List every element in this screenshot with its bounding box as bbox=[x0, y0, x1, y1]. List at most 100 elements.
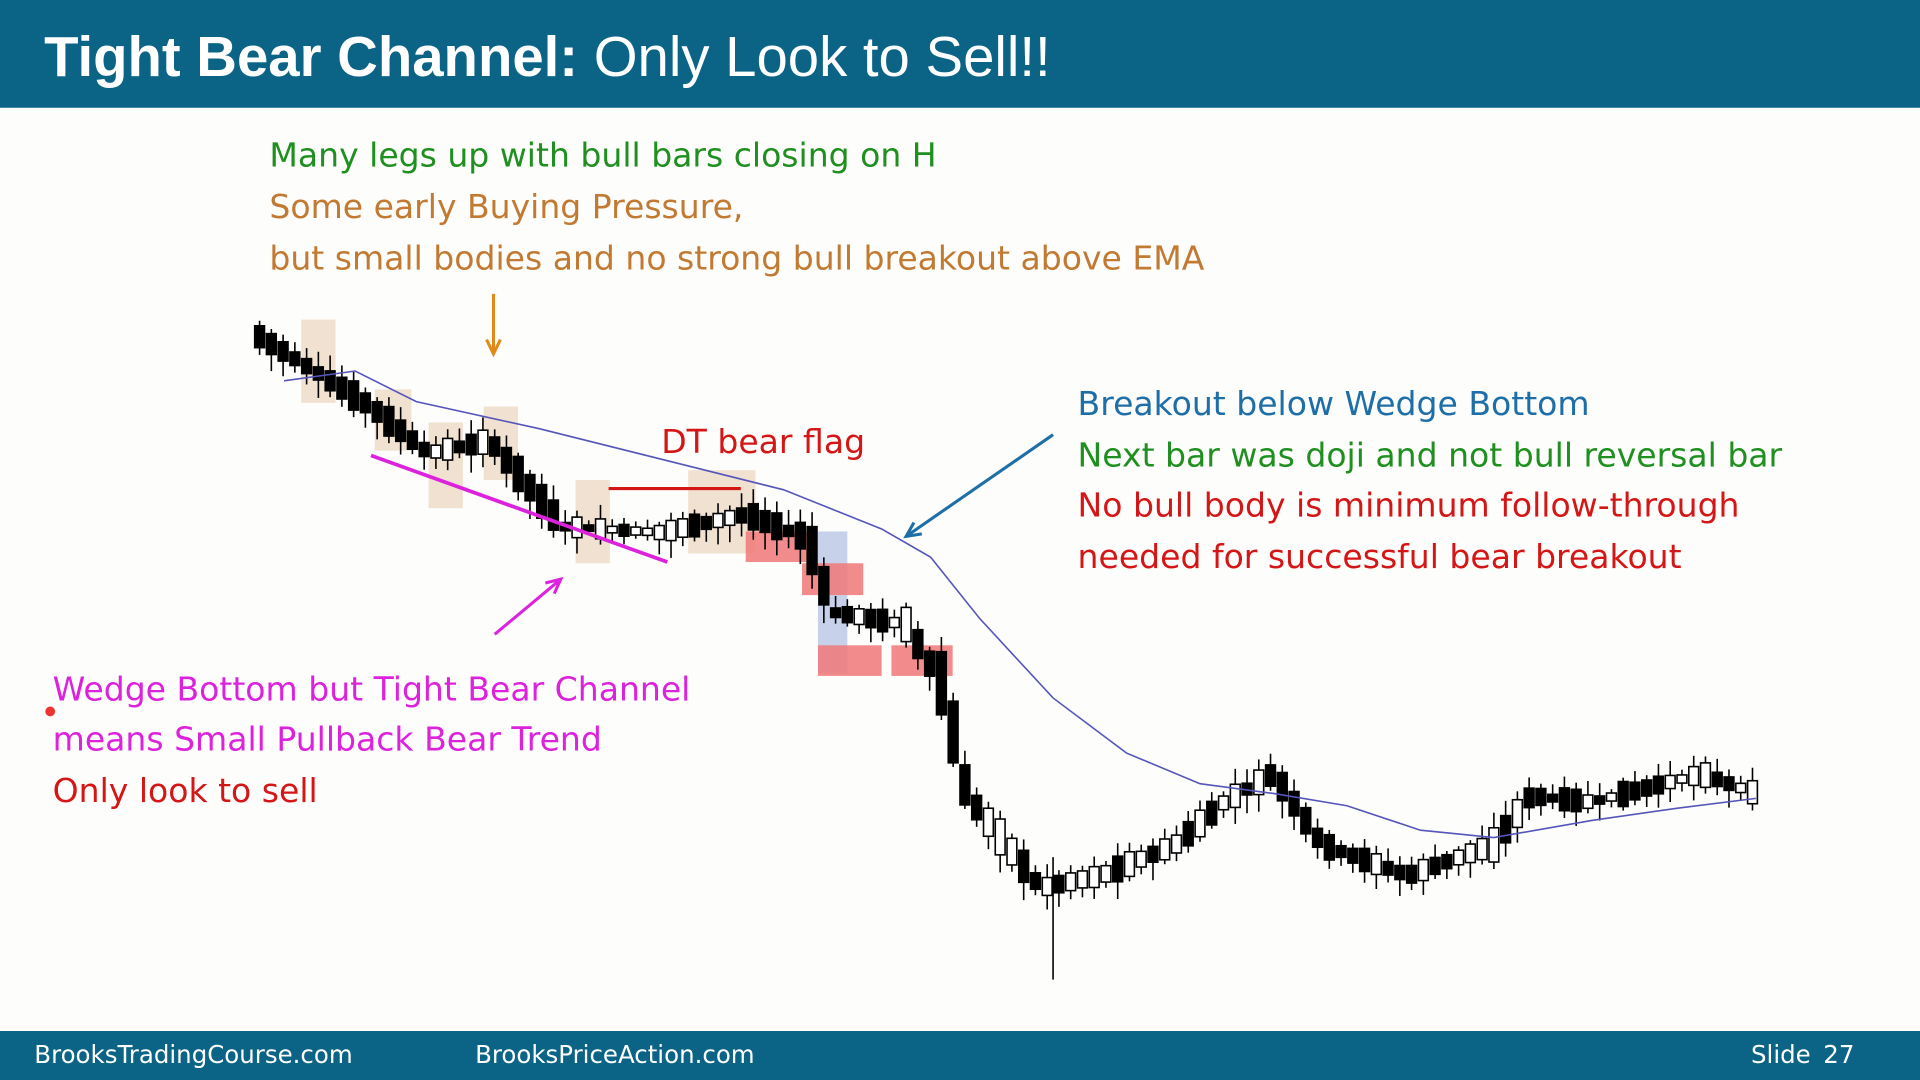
ema-line bbox=[283, 370, 1757, 839]
candle bbox=[336, 376, 348, 400]
candle bbox=[747, 502, 760, 531]
candle bbox=[1417, 858, 1430, 882]
annotation: Only look to sell bbox=[53, 771, 318, 810]
candle bbox=[1006, 837, 1018, 866]
candle bbox=[959, 764, 971, 806]
candle bbox=[536, 483, 548, 519]
annotation: Next bar was doji and not bull reversal … bbox=[1078, 436, 1783, 475]
candle bbox=[1593, 795, 1606, 805]
candle bbox=[489, 436, 501, 457]
candle bbox=[1229, 783, 1241, 809]
footer-center: BrooksPriceAction.com bbox=[475, 1040, 755, 1069]
candle bbox=[818, 565, 830, 606]
annotation: Wedge Bottom but Tight Bear Channel bbox=[53, 669, 691, 708]
candle bbox=[1170, 834, 1183, 854]
wedge-line bbox=[370, 453, 668, 564]
candle bbox=[430, 444, 442, 459]
candle bbox=[782, 524, 795, 538]
arrow bbox=[493, 578, 562, 636]
candle bbox=[641, 527, 654, 537]
candle bbox=[1488, 826, 1500, 863]
candle bbox=[1629, 781, 1641, 801]
annotation: Many legs up with bull bars closing on H bbox=[269, 136, 936, 175]
candle bbox=[1253, 769, 1265, 796]
candle bbox=[1570, 788, 1582, 813]
candle bbox=[1135, 850, 1147, 868]
footer-left: BrooksTradingCourse.com bbox=[34, 1040, 352, 1069]
candle bbox=[724, 509, 736, 527]
candle bbox=[500, 446, 513, 474]
candle bbox=[900, 606, 912, 643]
candle bbox=[324, 370, 336, 392]
candle bbox=[512, 455, 524, 493]
arrow-head bbox=[485, 338, 502, 358]
candle bbox=[1147, 845, 1159, 863]
candle bbox=[1746, 779, 1759, 805]
candle bbox=[1159, 838, 1171, 861]
candle bbox=[1652, 775, 1665, 795]
candle bbox=[653, 524, 665, 541]
candle bbox=[253, 325, 266, 349]
candle bbox=[665, 519, 677, 542]
candle bbox=[1088, 865, 1100, 889]
candle bbox=[947, 700, 959, 764]
candle bbox=[277, 340, 289, 362]
annotation: but small bodies and no strong bull brea… bbox=[269, 238, 1204, 277]
candle bbox=[383, 405, 395, 437]
candle bbox=[1535, 787, 1547, 807]
candle bbox=[1582, 794, 1594, 810]
candle bbox=[912, 628, 924, 660]
candle bbox=[1288, 790, 1300, 817]
candle bbox=[1311, 827, 1324, 849]
candle bbox=[1429, 856, 1441, 876]
candle bbox=[1723, 776, 1735, 792]
highlight bbox=[817, 645, 882, 676]
candle bbox=[441, 437, 454, 461]
footer-bar bbox=[0, 1031, 1920, 1080]
candle bbox=[300, 357, 313, 375]
annotation: DT bear flag bbox=[661, 422, 865, 461]
cursor-dot bbox=[45, 706, 56, 717]
annotation: means Small Pullback Bear Trend bbox=[53, 720, 602, 759]
candle bbox=[712, 512, 724, 529]
price-chart bbox=[253, 293, 1759, 980]
candle bbox=[994, 818, 1006, 856]
candle bbox=[418, 441, 430, 458]
candle bbox=[1217, 795, 1230, 811]
candle bbox=[1076, 870, 1089, 889]
annotation: Some early Buying Pressure, bbox=[269, 187, 743, 226]
candle bbox=[453, 440, 466, 454]
annotation: needed for successful bear breakout bbox=[1078, 537, 1682, 576]
candle bbox=[806, 525, 818, 576]
candle bbox=[1676, 774, 1688, 784]
candle bbox=[1735, 782, 1747, 794]
candle bbox=[1382, 860, 1394, 876]
candle bbox=[1711, 771, 1723, 788]
candle bbox=[1370, 853, 1383, 876]
candle bbox=[700, 515, 712, 531]
candle bbox=[359, 392, 372, 414]
candle bbox=[1182, 820, 1194, 847]
candle bbox=[583, 524, 595, 533]
candle bbox=[394, 419, 407, 443]
candle bbox=[1641, 779, 1653, 797]
candle bbox=[1029, 872, 1042, 891]
slide-number: 27 bbox=[1823, 1040, 1854, 1069]
slide-label: Slide bbox=[1751, 1040, 1811, 1069]
candle bbox=[524, 473, 536, 502]
candle bbox=[1441, 853, 1453, 870]
title-rest: Only Look to Sell!! bbox=[594, 25, 1051, 88]
candle bbox=[1347, 847, 1359, 864]
candle bbox=[1405, 864, 1418, 884]
candle bbox=[1699, 762, 1712, 789]
candle bbox=[1617, 780, 1629, 808]
candle bbox=[794, 521, 807, 550]
candle bbox=[1688, 765, 1700, 787]
arrow-head bbox=[545, 576, 564, 595]
candle bbox=[1605, 792, 1618, 802]
candle bbox=[771, 512, 783, 541]
candle bbox=[1053, 874, 1065, 894]
candle bbox=[1523, 787, 1535, 809]
candle bbox=[1546, 793, 1559, 803]
title: Tight Bear Channel: Only Look to Sell!! bbox=[44, 25, 1051, 88]
